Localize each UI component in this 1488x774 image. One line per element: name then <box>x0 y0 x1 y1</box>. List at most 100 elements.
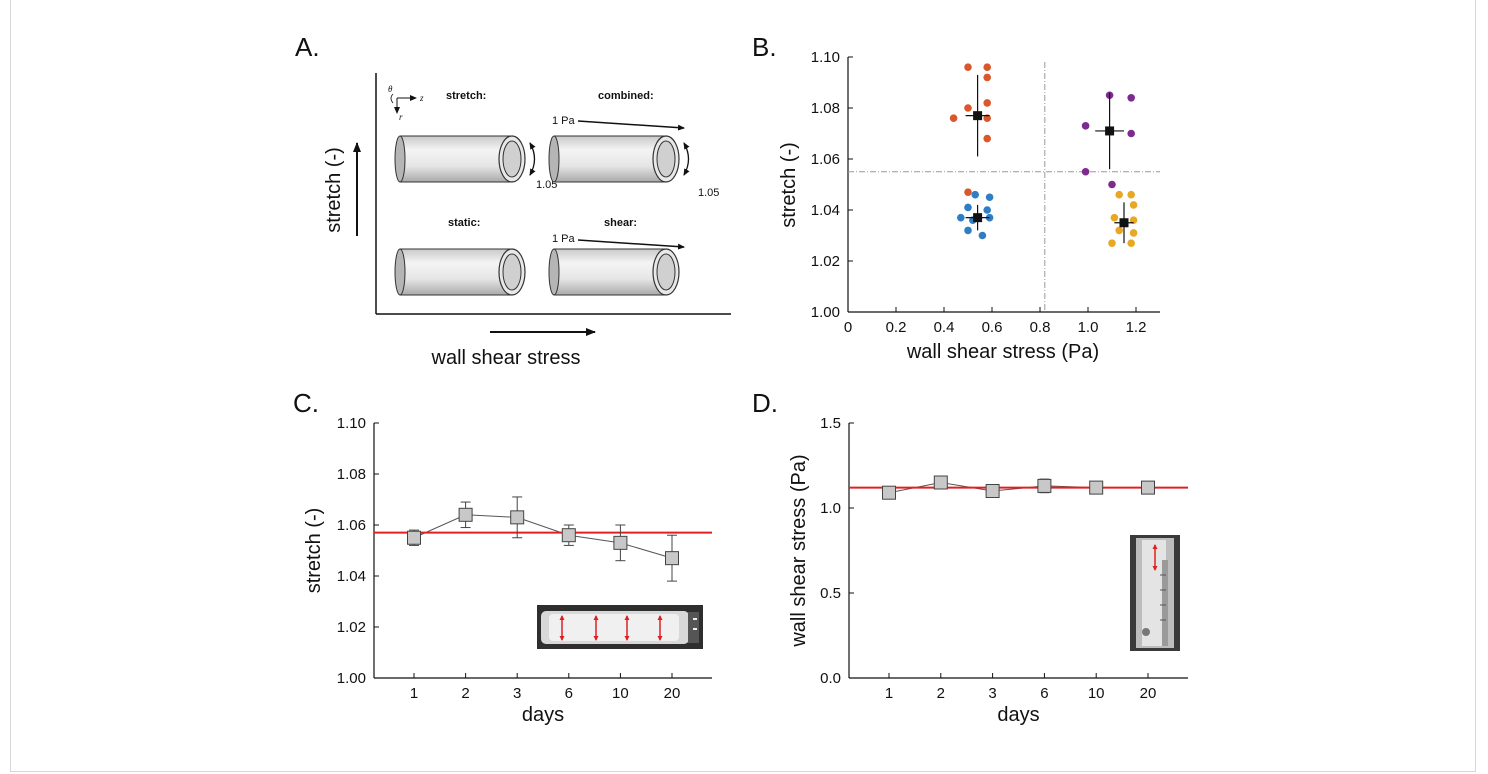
coordinate-system-icon: θ z r <box>388 84 424 122</box>
data-point-static <box>985 193 994 202</box>
data-point-static <box>964 226 972 235</box>
tube-static: static: <box>394 217 526 296</box>
data-point-shear <box>1115 226 1123 235</box>
data-point-stretch <box>964 63 972 71</box>
data-marker <box>1037 478 1052 493</box>
data-point-static <box>964 203 972 212</box>
data-marker <box>613 535 628 550</box>
data-point-combined <box>1127 129 1135 138</box>
panel-c-xtick-label: 10 <box>612 685 629 702</box>
panel-c-xtick-label: 6 <box>565 685 573 702</box>
condition-label-static: static: <box>448 217 480 229</box>
data-marker <box>1089 480 1104 495</box>
data-point-static <box>978 231 987 240</box>
panel-c-ytick-label: 1.06 <box>337 517 366 534</box>
mean-marker-combined <box>1105 126 1115 136</box>
data-point-static <box>971 190 979 199</box>
panel-c-xtick-label: 3 <box>513 685 521 702</box>
data-point-stretch <box>983 99 991 107</box>
panel-b-xtick-label: 0.6 <box>982 319 1003 336</box>
panel-c-ytick-label: 1.10 <box>337 415 366 432</box>
panel-a: A. stretch (-) wall shear stress θ z r s… <box>295 32 731 369</box>
strain-label-combined: 1.05 <box>698 187 719 199</box>
panel-a-xlabel: wall shear stress <box>431 347 581 369</box>
coord-r: r <box>399 112 403 122</box>
panel-c-ytick-label: 1.04 <box>337 568 366 585</box>
panel-b-xtick-label: 0.4 <box>934 319 955 336</box>
panel-d-xtick-label: 20 <box>1140 685 1157 702</box>
data-point-stretch <box>983 134 991 143</box>
panel-b-ylabel: stretch (-) <box>778 142 800 228</box>
panel-b-ytick-label: 1.06 <box>811 151 840 168</box>
data-point-stretch <box>983 73 991 82</box>
panel-b: B. 0 0.2 0.4 0.6 0.8 1.0 1.2 1.00 1.02 1.04 1.06 1.… <box>752 32 1160 363</box>
panel-b-xtick-label: 0 <box>844 319 852 336</box>
panel-b-ytick-label: 1.10 <box>811 49 840 66</box>
data-marker <box>882 485 896 500</box>
data-point-static <box>983 206 991 214</box>
panel-d-xtick-label: 6 <box>1040 685 1048 702</box>
mean-marker-static <box>973 213 983 223</box>
data-point-shear <box>1127 190 1135 199</box>
data-marker <box>1141 480 1155 495</box>
data-point-stretch <box>983 114 991 122</box>
data-marker <box>665 551 679 566</box>
panel-d-ytick-label: 0.0 <box>820 670 841 687</box>
data-point-combined <box>1108 180 1116 189</box>
data-point-shear <box>1110 213 1119 222</box>
panel-b-xlabel: wall shear stress (Pa) <box>906 341 1099 363</box>
data-marker <box>985 484 1000 498</box>
data-point-shear <box>1129 229 1138 237</box>
condition-label-combined: combined: <box>598 90 654 102</box>
data-marker <box>407 530 421 545</box>
panel-c-letter: C. <box>293 388 319 418</box>
mean-marker-stretch <box>973 111 983 121</box>
condition-label-stretch: stretch: <box>446 90 486 102</box>
data-point-shear <box>1108 239 1116 247</box>
data-point-stretch <box>949 114 958 122</box>
data-marker <box>561 528 576 543</box>
data-point-combined <box>1127 94 1135 102</box>
data-point-stretch <box>964 188 972 196</box>
panel-b-ytick-label: 1.04 <box>811 202 840 219</box>
inset-photo-shear <box>1130 535 1180 651</box>
panel-d: D. 0.0 0.5 1.0 1.5 1 2 3 6 10 20 days wall shear st… <box>752 388 1188 726</box>
panel-b-xtick-label: 0.2 <box>886 319 907 336</box>
panel-d-ylabel: wall shear stress (Pa) <box>788 454 810 647</box>
figure-frame <box>10 0 1476 772</box>
panel-b-xtick-label: 1.0 <box>1078 319 1099 336</box>
panel-d-ytick-label: 1.5 <box>820 415 841 432</box>
data-point-shear <box>1127 239 1135 247</box>
pa-label-combined: 1 Pa <box>552 115 576 127</box>
panel-b-ytick-label: 1.08 <box>811 100 840 117</box>
data-point-shear <box>1129 201 1138 209</box>
panel-d-letter: D. <box>752 388 778 418</box>
panel-a-ylabel: stretch (-) <box>323 147 345 233</box>
tube-combined: combined: 1 Pa 1.05 <box>548 90 719 199</box>
panel-c-ylabel: stretch (-) <box>303 508 325 594</box>
series-line <box>413 514 673 559</box>
data-point-stretch <box>983 63 991 71</box>
panel-c-ytick-label: 1.08 <box>337 466 366 483</box>
data-marker <box>458 507 473 522</box>
tube-stretch: stretch: 1.05 <box>394 90 557 191</box>
panel-c-ytick-label: 1.00 <box>337 670 366 687</box>
data-point-static <box>957 213 965 222</box>
panel-d-xtick-label: 1 <box>885 685 893 702</box>
panel-c-xtick-label: 20 <box>664 685 681 702</box>
data-point-stretch <box>964 104 972 112</box>
condition-label-shear: shear: <box>604 217 637 229</box>
panel-b-xtick-label: 0.8 <box>1030 319 1051 336</box>
panel-c-xlabel: days <box>522 704 564 726</box>
panel-d-xtick-label: 3 <box>988 685 996 702</box>
panel-d-xtick-label: 2 <box>937 685 945 702</box>
panel-d-ytick-label: 0.5 <box>820 585 841 602</box>
data-point-shear <box>1129 216 1138 224</box>
panel-b-ytick-label: 1.00 <box>811 304 840 321</box>
data-point-combined <box>1081 167 1090 176</box>
panel-b-xtick-label: 1.2 <box>1126 319 1147 336</box>
pa-label-shear: 1 Pa <box>552 233 576 245</box>
panel-d-xtick-label: 10 <box>1088 685 1105 702</box>
coord-z: z <box>419 93 424 103</box>
